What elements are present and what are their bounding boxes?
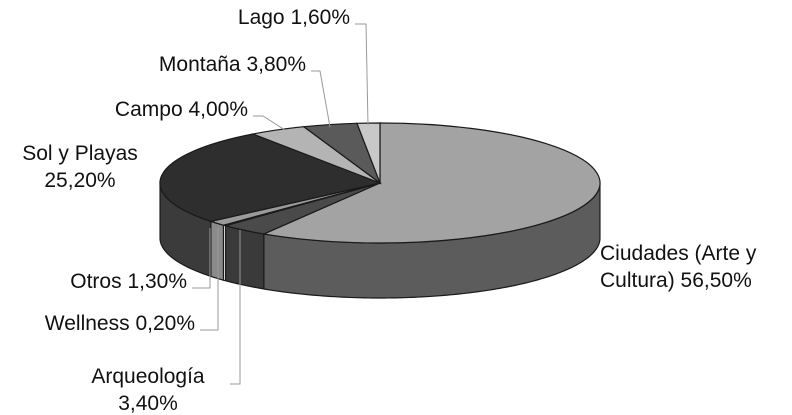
slice-labels: Ciudades (Arte y Cultura) 56,50% Arqueolog…	[22, 6, 757, 415]
slice-label-line: Montaña 3,80%	[159, 53, 306, 76]
slice-label-line: Campo 4,00%	[115, 98, 248, 121]
slice-label-wellness: Wellness 0,20%	[45, 312, 195, 335]
slice-label-line: Sol y Playas	[22, 142, 138, 165]
slice-label-montana: Montaña 3,80%	[159, 53, 306, 76]
slice-label-line: Otros 1,30%	[70, 270, 187, 293]
slice-side-otros	[210, 220, 225, 281]
slice-label-ciudades-arte-y-cultura: Ciudades (Arte y Cultura) 56,50%	[600, 242, 757, 292]
leader-line-lago	[355, 23, 369, 126]
slice-sol-y-playas	[159, 133, 383, 222]
slice-lago	[356, 122, 381, 184]
slice-label-lago: Lago 1,60%	[238, 6, 350, 29]
slice-side-arqueologia	[224, 224, 265, 290]
slice-label-line: Wellness 0,20%	[45, 312, 195, 335]
slice-label-arqueologia: Arqueología 3,40%	[91, 365, 205, 415]
leader-lines	[192, 23, 369, 385]
pie-tops	[159, 122, 601, 244]
slice-label-line: Ciudades (Arte y	[600, 242, 757, 265]
slice-label-line: Lago 1,60%	[238, 6, 350, 29]
slice-ciudades-arte-y-cultura	[261, 122, 601, 244]
slice-label-line: Cultura) 56,50%	[600, 269, 752, 292]
slice-label-line: 25,20%	[44, 169, 115, 192]
leader-line-otros	[192, 228, 211, 289]
slice-label-otros: Otros 1,30%	[70, 270, 187, 293]
slice-label-campo: Campo 4,00%	[115, 98, 248, 121]
slice-label-line: Arqueología	[91, 365, 205, 388]
slice-label-line: 3,40%	[118, 392, 178, 415]
leader-line-montana	[311, 70, 331, 128]
leader-line-arqueologia	[230, 230, 241, 385]
slice-label-sol-y-playas: Sol y Playas 25,20%	[22, 142, 138, 192]
leader-line-wellness	[200, 228, 219, 331]
leader-line-campo	[253, 115, 286, 131]
